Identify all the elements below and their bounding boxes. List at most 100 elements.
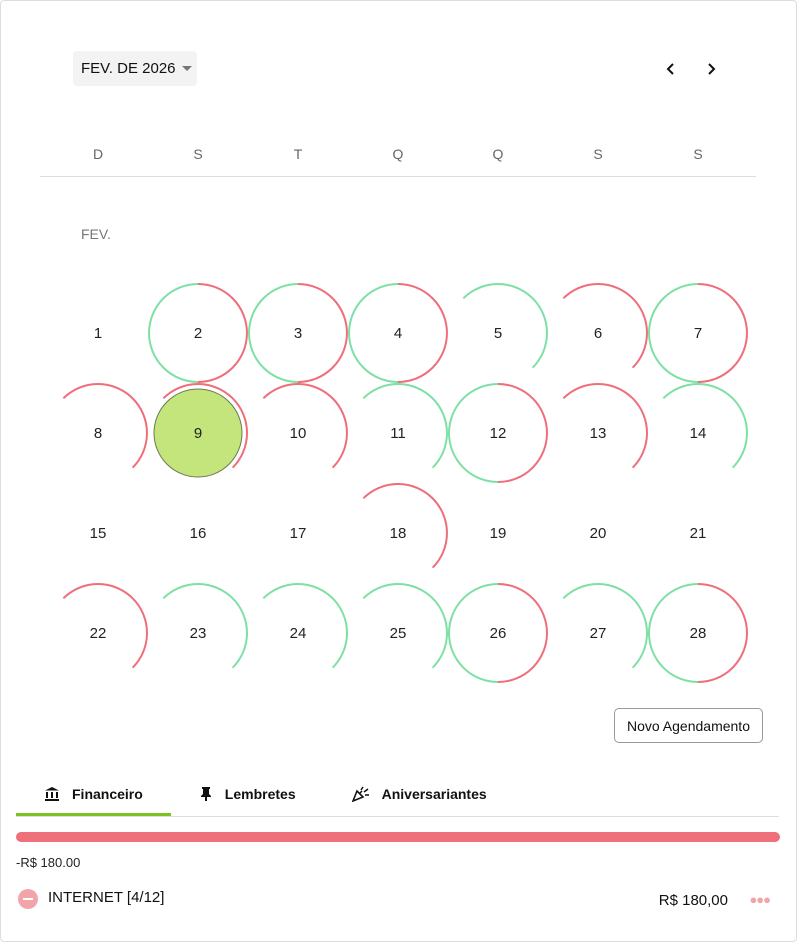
day-number: 19 — [490, 525, 507, 542]
expense-ring — [697, 583, 748, 683]
expense-arc — [162, 383, 248, 469]
day-number: 3 — [294, 325, 302, 342]
expense-ring — [397, 283, 448, 383]
income-ring — [148, 283, 199, 383]
day-number: 8 — [94, 425, 102, 442]
income-ring — [648, 583, 699, 683]
tab-label: Aniversariantes — [381, 786, 487, 802]
day-cell[interactable]: 18 — [348, 483, 448, 583]
day-cell[interactable]: 10 — [248, 383, 348, 483]
bank-icon — [45, 786, 59, 801]
weekday-header: D S T Q Q S S — [48, 146, 748, 162]
day-number: 22 — [90, 625, 107, 642]
list-item: INTERNET [4/12] R$ 180,00 ●●● — [16, 886, 780, 912]
prev-month-button[interactable] — [660, 58, 682, 80]
more-options-icon[interactable]: ●●● — [749, 892, 771, 907]
day-cell[interactable]: 20 — [548, 483, 648, 583]
day-cell[interactable]: 21 — [648, 483, 748, 583]
day-cell[interactable]: 28 — [648, 583, 748, 683]
weekday: S — [593, 146, 603, 162]
income-arc — [562, 583, 648, 669]
new-appointment-button[interactable]: Novo Agendamento — [614, 708, 763, 743]
day-cell[interactable]: 14 — [648, 383, 748, 483]
day-cell[interactable]: 2 — [148, 283, 248, 383]
expense-ring — [697, 283, 748, 383]
tab-financeiro[interactable]: Financeiro — [16, 774, 171, 816]
expense-ring — [197, 283, 248, 383]
expense-ring — [497, 383, 548, 483]
day-number: 5 — [494, 325, 502, 342]
finance-total: -R$ 180.00 — [16, 855, 81, 870]
day-number: 6 — [594, 325, 602, 342]
day-cell[interactable]: 4 — [348, 283, 448, 383]
income-ring — [348, 283, 399, 383]
day-cell[interactable]: 23 — [148, 583, 248, 683]
income-arc — [362, 583, 448, 669]
day-number: 24 — [290, 625, 307, 642]
income-arc — [462, 283, 548, 369]
caret-down-icon — [181, 66, 192, 71]
pin-icon — [200, 787, 211, 801]
expense-arc — [362, 483, 448, 569]
day-cell[interactable]: 5 — [448, 283, 548, 383]
day-number: 16 — [190, 525, 207, 542]
month-label: FEV. DE 2026 — [81, 60, 176, 77]
expense-arc — [562, 383, 648, 469]
day-cell[interactable]: 1 — [48, 283, 148, 383]
day-number: 10 — [290, 425, 307, 442]
day-cell[interactable]: 8 — [48, 383, 148, 483]
day-number: 21 — [690, 525, 707, 542]
day-number: 25 — [390, 625, 407, 642]
day-number: 17 — [290, 525, 307, 542]
day-number: 12 — [490, 425, 507, 442]
expense-arc — [62, 383, 148, 469]
expense-arc — [262, 383, 348, 469]
expense-ring — [297, 283, 348, 383]
income-arc — [362, 383, 448, 469]
expense-progress-bar — [16, 832, 780, 842]
day-cell[interactable]: 7 — [648, 283, 748, 383]
weekday: S — [693, 146, 703, 162]
day-number: 15 — [90, 525, 107, 542]
tab-aniversariantes[interactable]: Aniversariantes — [324, 774, 515, 814]
selected-day-highlight — [153, 388, 243, 478]
weekday: Q — [392, 146, 404, 162]
party-popper-icon — [351, 786, 369, 802]
day-cell[interactable]: 19 — [448, 483, 548, 583]
month-select[interactable]: FEV. DE 2026 — [73, 51, 197, 86]
day-cell[interactable]: 16 — [148, 483, 248, 583]
day-cell[interactable]: 6 — [548, 283, 648, 383]
day-cell[interactable]: 12 — [448, 383, 548, 483]
chevron-left-icon — [666, 63, 674, 75]
day-number: 1 — [94, 325, 102, 342]
day-cell[interactable]: 13 — [548, 383, 648, 483]
item-name: INTERNET [4/12] — [48, 889, 165, 906]
day-cell[interactable]: 22 — [48, 583, 148, 683]
day-cell[interactable]: 27 — [548, 583, 648, 683]
item-amount: R$ 180,00 — [658, 892, 728, 909]
day-number: 18 — [390, 525, 407, 542]
day-cell[interactable]: 3 — [248, 283, 348, 383]
day-number: 4 — [394, 325, 402, 342]
divider — [40, 176, 756, 177]
chevron-right-icon — [708, 63, 716, 75]
tab-bar: Financeiro Lembretes Aniversariantes — [16, 774, 779, 817]
day-number: 23 — [190, 625, 207, 642]
month-short-label: FEV. — [81, 226, 111, 242]
next-month-button[interactable] — [700, 58, 722, 80]
day-cell[interactable]: 17 — [248, 483, 348, 583]
income-arc — [662, 383, 748, 469]
day-cell[interactable]: 11 — [348, 383, 448, 483]
expense-minus-icon[interactable] — [18, 889, 38, 909]
tab-label: Financeiro — [72, 785, 143, 802]
tab-lembretes[interactable]: Lembretes — [171, 774, 324, 814]
expense-ring — [497, 583, 548, 683]
expense-arc — [62, 583, 148, 669]
day-cell[interactable]: 15 — [48, 483, 148, 583]
day-cell[interactable]: 24 — [248, 583, 348, 683]
day-cell[interactable]: 25 — [348, 583, 448, 683]
day-number: 13 — [590, 425, 607, 442]
day-number: 11 — [390, 425, 406, 442]
day-cell[interactable]: 26 — [448, 583, 548, 683]
day-cell[interactable]: 9 — [148, 383, 248, 483]
